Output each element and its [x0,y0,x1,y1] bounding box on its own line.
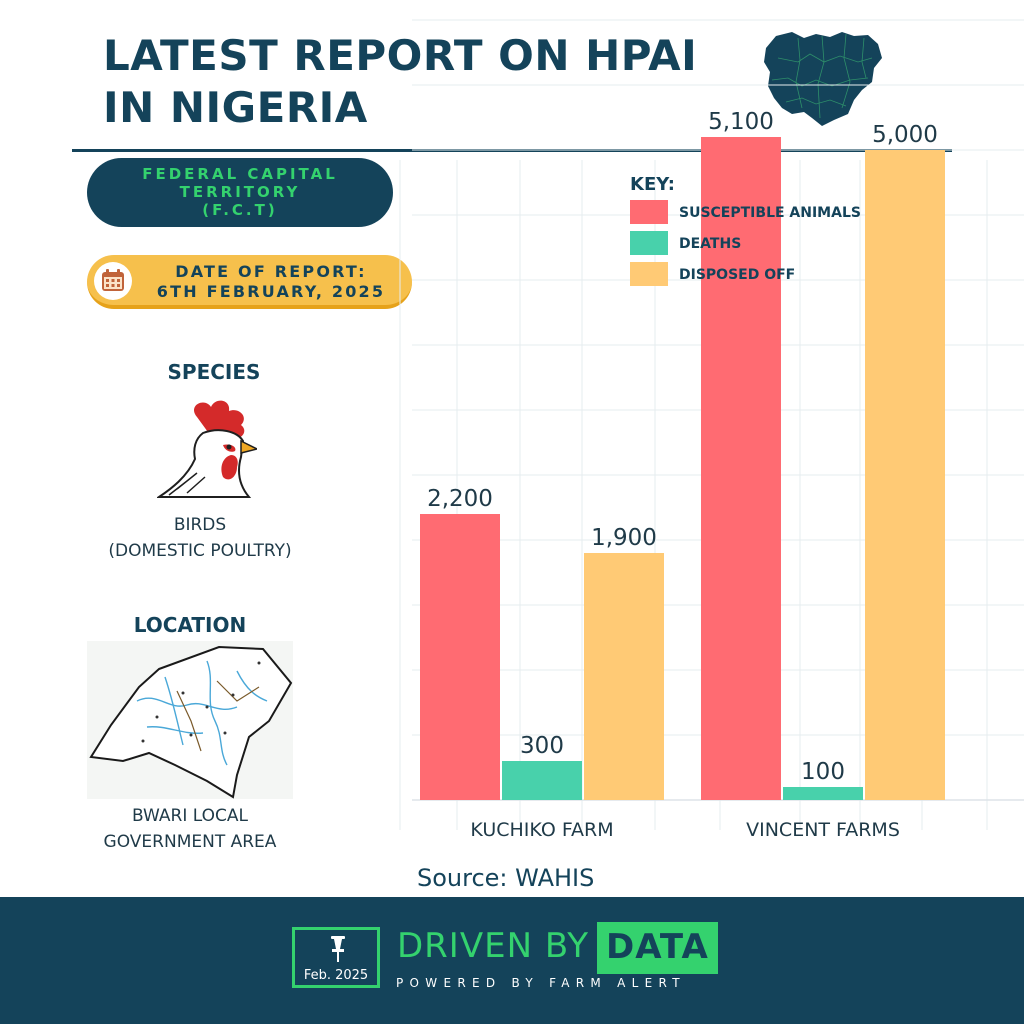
legend-title: KEY: [630,174,675,195]
location-caption-line-1: BWARI LOCAL [131,806,248,826]
species-caption-line-2: (DOMESTIC POULTRY) [108,541,292,561]
rooster-icon [157,400,257,498]
location-heading: LOCATION [133,613,247,637]
report-date-value: 6TH FEBRUARY, 2025 [156,282,386,301]
page-title: LATEST REPORT ON HPAI IN NIGERIA [103,30,743,134]
bar-1-2 [865,150,945,800]
bar-1-1 [783,787,863,800]
species-caption-line-1: BIRDS [173,515,227,535]
brand-prefix: DRIVEN BY [397,926,590,966]
species-heading: SPECIES [167,360,261,384]
location-map [87,641,293,799]
calendar-icon [94,262,132,300]
chart-category-labels: KUCHIKO FARM VINCENT FARMS [470,819,900,841]
region-line-3: (F.C.T) [202,201,278,219]
report-date-badge: DATE OF REPORT: 6TH FEBRUARY, 2025 [87,255,412,309]
legend-swatch-2 [630,262,668,286]
location-caption: BWARI LOCAL GOVERNMENT AREA [60,803,320,855]
bar-0-0 [420,514,500,800]
bar-0-1 [502,761,582,800]
category-label-0: KUCHIKO FARM [470,819,613,841]
brand-highlight-box: DATA [597,922,718,974]
data-label-1-2: 5,000 [872,122,938,148]
nigeria-map-icon [764,32,882,126]
title-line-1: LATEST REPORT ON HPAI [103,31,698,80]
legend-swatch-0 [630,200,668,224]
region-badge: FEDERAL CAPITAL TERRITORY (F.C.T) [87,158,393,227]
source-note: Source: WAHIS [417,864,595,892]
region-line-1: FEDERAL CAPITAL [142,165,338,183]
bar-1-0 [701,137,781,800]
legend-label-2: DISPOSED OFF [679,267,795,283]
data-label-0-2: 1,900 [591,525,657,551]
data-label-1-0: 5,100 [708,109,774,135]
pin-icon [331,936,345,962]
chart-bars [420,137,945,800]
brand-highlight: DATA [606,927,709,967]
footer-stamp: Feb. 2025 [292,927,380,988]
footer-tagline: POWERED BY FARM ALERT [396,976,686,990]
chart-data-labels: 2,200 300 1,900 5,100 100 5,000 [427,109,938,785]
footer: Feb. 2025 DRIVEN BY DATA POWERED BY FARM… [0,897,1024,1024]
category-label-1: VINCENT FARMS [746,819,900,841]
data-label-0-0: 2,200 [427,486,493,512]
bar-0-2 [584,553,664,800]
legend-swatch-1 [630,231,668,255]
title-line-2: IN NIGERIA [103,83,368,132]
data-label-1-1: 100 [801,759,845,785]
region-line-2: TERRITORY [179,183,301,201]
bar-chart: 2,200 300 1,900 5,100 100 5,000 KUCHIKO FARM V… [399,19,1024,841]
species-caption: BIRDS (DOMESTIC POULTRY) [70,512,330,564]
chart-legend: KEY:SUSCEPTIBLE ANIMALS DEATHS DISPOSED OF… [630,174,861,286]
data-label-0-1: 300 [520,733,564,759]
report-date-label: DATE OF REPORT: [175,262,367,281]
location-caption-line-2: GOVERNMENT AREA [103,832,277,852]
legend-label-0: SUSCEPTIBLE ANIMALS [679,205,861,221]
stamp-date: Feb. 2025 [303,968,369,983]
legend-label-1: DEATHS [679,236,741,252]
